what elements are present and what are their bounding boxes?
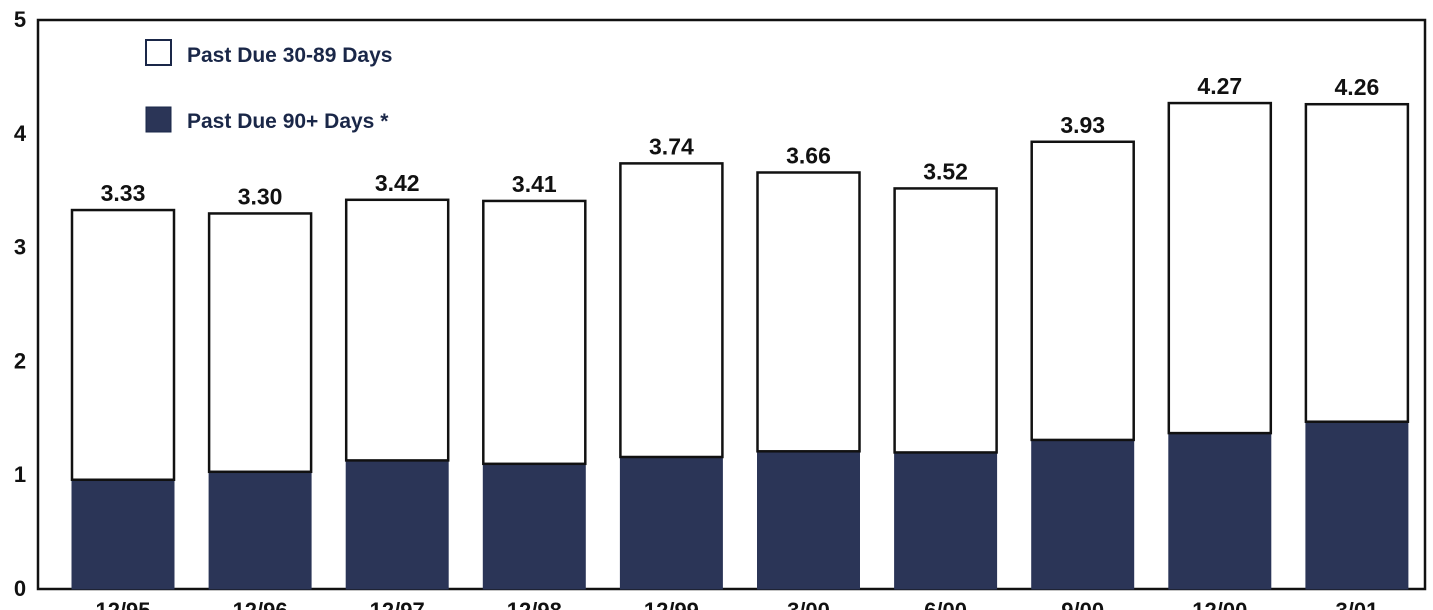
- x-tick-label: 12/00: [1192, 598, 1247, 610]
- bar-segment-past-due-30-89: [1167, 101, 1273, 435]
- bar-total-label: 3.42: [375, 170, 420, 196]
- legend: Past Due 30-89 Days Past Due 90+ Days *: [145, 39, 392, 133]
- bar-segment-past-due-30-89: [482, 199, 587, 466]
- y-tick-label: 0: [14, 576, 26, 601]
- x-tick-label: 6/00: [924, 598, 967, 610]
- y-tick-label: 2: [14, 348, 26, 373]
- bar-segment-past-due-30-89: [1030, 140, 1135, 442]
- y-tick-label: 3: [14, 235, 26, 260]
- bar-segment-past-due-30-89: [70, 208, 176, 482]
- bar-segment-past-due-30-89: [1304, 102, 1410, 423]
- bar-total-label: 3.41: [512, 171, 557, 197]
- bar-segment-past-due-90-plus: [894, 451, 998, 590]
- legend-swatch-past-due-90-plus: [145, 106, 172, 133]
- y-axis-tick-labels: 0 1 2 3 4 5: [14, 7, 27, 601]
- bar-segment-past-due-90-plus: [482, 463, 586, 590]
- legend-label-past-due-90-plus: Past Due 90+ Days *: [187, 110, 389, 133]
- bar-segment-past-due-90-plus: [757, 450, 860, 590]
- bar-total-label: 3.33: [101, 180, 146, 206]
- bar-segment-past-due-90-plus: [1168, 432, 1272, 590]
- bar-segment-past-due-30-89: [207, 212, 313, 474]
- bar-segment-past-due-30-89: [619, 162, 724, 459]
- legend-swatch-past-due-30-89: [145, 39, 172, 66]
- y-tick-label: 5: [14, 7, 26, 32]
- bar-total-label: 3.93: [1060, 112, 1105, 138]
- bar-segment-past-due-30-89: [344, 198, 450, 462]
- plot-frame: [36, 18, 1427, 591]
- x-tick-label: 12/96: [233, 598, 288, 610]
- bar-total-label: 3.52: [923, 158, 968, 184]
- bar-segment-past-due-30-89: [893, 187, 998, 454]
- bar-segment-past-due-90-plus: [71, 479, 175, 590]
- bar-total-label: 3.74: [649, 133, 694, 159]
- bar-segment-past-due-90-plus: [1031, 439, 1135, 590]
- x-tick-label: 12/99: [644, 598, 699, 610]
- x-tick-label: 3/00: [787, 598, 830, 610]
- bar-total-label: 4.27: [1197, 73, 1242, 99]
- bar-total-label: 3.30: [238, 183, 283, 209]
- bar-segment-past-due-90-plus: [1305, 421, 1409, 590]
- bar-segment-past-due-30-89: [756, 171, 861, 453]
- bar-segment-past-due-90-plus: [619, 456, 723, 590]
- y-tick-label: 4: [14, 121, 27, 146]
- bar-total-labels: 3.33 3.30 3.42 3.41 3.74 3.66 3.52 3.93 4.27 4.26: [101, 73, 1380, 209]
- bar-segment-past-due-90-plus: [208, 471, 312, 590]
- y-tick-label: 1: [14, 462, 26, 487]
- bar-series: [70, 101, 1410, 590]
- bar-total-label: 4.26: [1335, 74, 1380, 100]
- bar-segment-past-due-90-plus: [345, 459, 449, 590]
- x-tick-label: 3/01: [1335, 598, 1378, 610]
- x-tick-label: 9/00: [1061, 598, 1104, 610]
- x-tick-label: 12/98: [507, 598, 562, 610]
- legend-label-past-due-30-89: Past Due 30-89 Days: [187, 44, 392, 67]
- bar-total-label: 3.66: [786, 142, 831, 168]
- x-tick-label: 12/95: [95, 598, 150, 610]
- x-axis-tick-labels: 12/95 12/96 12/97 12/98 12/99 3/00 6/00 9/00 12/…: [95, 598, 1378, 610]
- x-tick-label: 12/97: [370, 598, 425, 610]
